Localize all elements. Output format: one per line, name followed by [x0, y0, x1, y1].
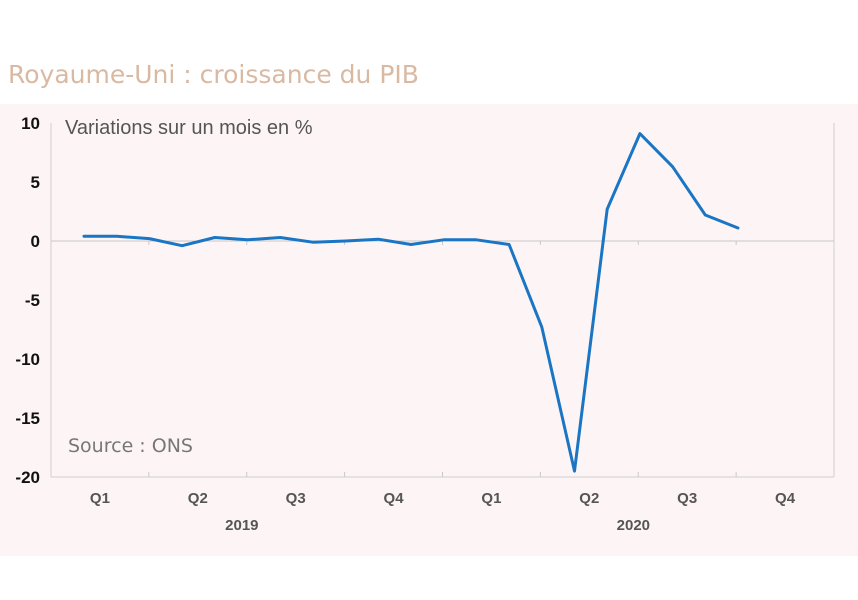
- y-tick-label: 5: [31, 173, 40, 192]
- y-tick-label: -20: [15, 468, 40, 487]
- x-tick-label: Q4: [775, 490, 796, 507]
- source-note: Source : ONS: [68, 435, 193, 457]
- page-title: Royaume-Uni : croissance du PIB: [8, 60, 419, 89]
- y-tick-label: -15: [15, 409, 40, 428]
- y-tick-label: 10: [21, 114, 40, 133]
- y-tick-label: -5: [25, 291, 40, 310]
- y-tick-label: -10: [15, 350, 40, 369]
- x-tick-label: Q3: [286, 490, 306, 507]
- y-axis-ticks: 10 5 0 -5 -10 -15 -20: [15, 114, 40, 487]
- x-year-label: 2019: [225, 517, 258, 534]
- x-year-label: 2020: [617, 517, 650, 534]
- x-tick-label: Q4: [384, 490, 405, 507]
- series-layer: [82, 132, 740, 473]
- chart-axes: [50, 123, 835, 478]
- y-tick-label: 0: [31, 232, 40, 251]
- x-axis-ticks: Q1 Q2 Q3 Q4 Q1 Q2 Q3 Q4 2019 2020: [90, 241, 796, 534]
- x-tick-label: Q3: [677, 490, 697, 507]
- chart-panel: [0, 104, 858, 556]
- x-tick-label: Q1: [90, 490, 110, 507]
- x-tick-label: Q2: [579, 490, 599, 507]
- y-axis-label: Variations sur un mois en %: [65, 117, 313, 139]
- x-tick-label: Q1: [481, 490, 501, 507]
- x-tick-label: Q2: [188, 490, 208, 507]
- series-line: [82, 132, 740, 473]
